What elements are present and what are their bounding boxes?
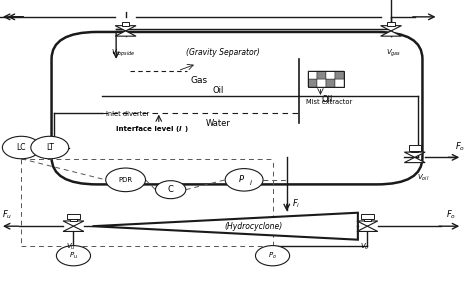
Text: Water: Water bbox=[206, 119, 230, 128]
Text: C: C bbox=[168, 185, 173, 194]
Text: $P_o$: $P_o$ bbox=[268, 251, 277, 261]
Text: $P_u$: $P_u$ bbox=[69, 251, 78, 261]
Polygon shape bbox=[115, 31, 136, 36]
Bar bbox=[70, 217, 77, 221]
Bar bbox=[411, 149, 419, 152]
Polygon shape bbox=[381, 26, 401, 31]
Bar bbox=[387, 22, 395, 26]
Polygon shape bbox=[63, 221, 84, 226]
Bar bbox=[67, 214, 80, 219]
Text: $V_{oil}$: $V_{oil}$ bbox=[417, 173, 429, 183]
Text: $F_u$: $F_u$ bbox=[2, 209, 13, 221]
Text: $V_o$: $V_o$ bbox=[360, 242, 370, 252]
Polygon shape bbox=[404, 157, 425, 163]
Text: Oil: Oil bbox=[212, 86, 224, 95]
Circle shape bbox=[225, 169, 263, 191]
Text: $F_o$: $F_o$ bbox=[455, 141, 465, 153]
Bar bbox=[326, 79, 335, 87]
Text: Mist extractor: Mist extractor bbox=[306, 99, 353, 105]
Text: l: l bbox=[179, 126, 181, 132]
Text: Interface level (: Interface level ( bbox=[116, 126, 179, 132]
Polygon shape bbox=[92, 213, 358, 240]
Bar bbox=[409, 145, 421, 151]
Bar bbox=[361, 214, 374, 219]
Circle shape bbox=[31, 136, 69, 159]
Polygon shape bbox=[63, 226, 84, 232]
Bar bbox=[326, 71, 335, 79]
Text: ): ) bbox=[185, 126, 188, 132]
Bar bbox=[364, 217, 371, 221]
Polygon shape bbox=[357, 226, 378, 232]
Bar bbox=[317, 71, 326, 79]
Polygon shape bbox=[381, 31, 401, 36]
Text: Oil: Oil bbox=[321, 95, 333, 104]
Bar bbox=[317, 79, 326, 87]
Text: $V_{gas}$: $V_{gas}$ bbox=[386, 48, 401, 59]
Bar bbox=[308, 71, 344, 87]
Text: Gas: Gas bbox=[191, 76, 208, 85]
Circle shape bbox=[2, 136, 40, 159]
Text: (Gravity Separator): (Gravity Separator) bbox=[186, 48, 260, 57]
Text: (Hydrocyclone): (Hydrocyclone) bbox=[225, 222, 283, 231]
Circle shape bbox=[155, 181, 186, 199]
Polygon shape bbox=[115, 26, 136, 31]
Text: $V_u$: $V_u$ bbox=[66, 242, 76, 252]
Polygon shape bbox=[404, 152, 425, 157]
Circle shape bbox=[106, 168, 146, 192]
Bar bbox=[308, 79, 317, 87]
Text: LC: LC bbox=[17, 143, 26, 152]
Text: $F_i$: $F_i$ bbox=[292, 198, 300, 210]
Circle shape bbox=[56, 246, 91, 266]
FancyBboxPatch shape bbox=[52, 32, 422, 184]
Text: LT: LT bbox=[46, 143, 54, 152]
Bar bbox=[335, 71, 344, 79]
Text: $V_{topside}$: $V_{topside}$ bbox=[111, 48, 136, 59]
Bar bbox=[122, 22, 129, 26]
Text: $P$: $P$ bbox=[238, 173, 245, 184]
Polygon shape bbox=[357, 221, 378, 226]
Circle shape bbox=[255, 246, 290, 266]
Text: $F_o$: $F_o$ bbox=[446, 209, 456, 221]
Text: PDR: PDR bbox=[118, 177, 133, 183]
Bar bbox=[308, 71, 317, 79]
Text: Inlet diverter: Inlet diverter bbox=[106, 111, 150, 117]
Text: $i$: $i$ bbox=[249, 178, 253, 187]
Bar bbox=[335, 79, 344, 87]
